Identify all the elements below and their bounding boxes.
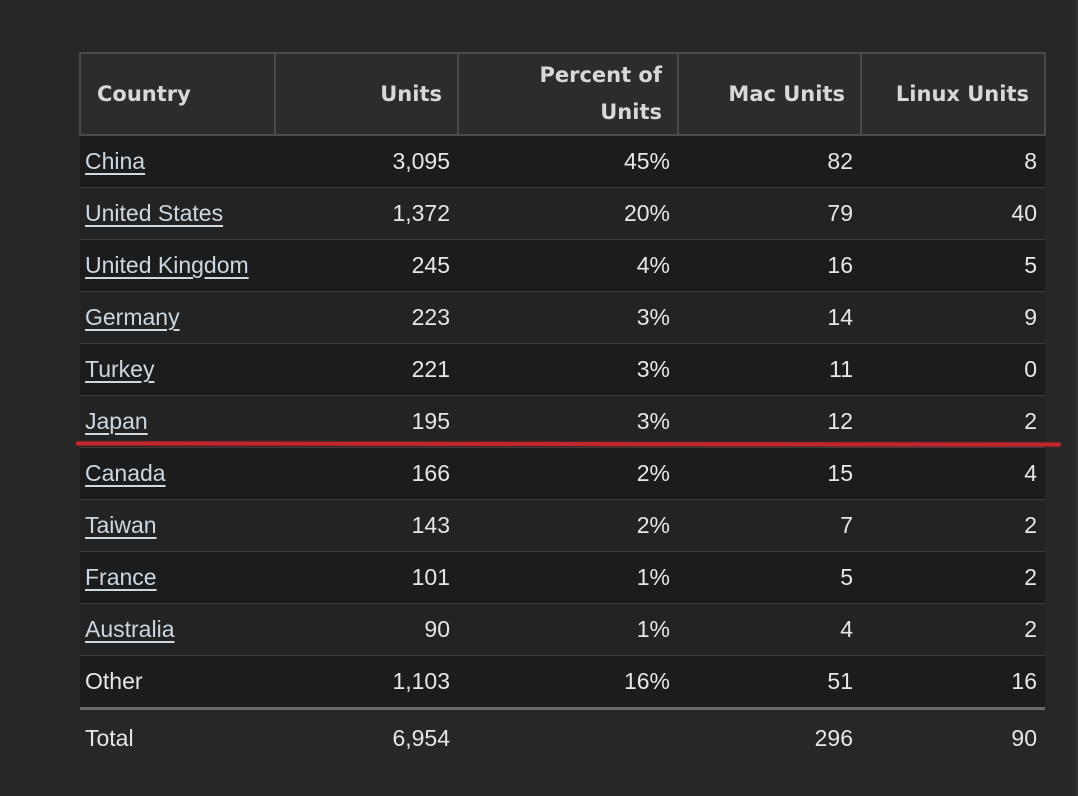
cell-percent-of-units: 3% [458,291,678,344]
table-body: China 3,095 45% 82 8 United States 1,372 20% 79 4… [80,134,1045,709]
country-link[interactable]: France [85,564,157,590]
cell-mac-units: 14 [678,291,861,344]
total-mac-units: 296 [678,707,861,766]
header-percent-of-units[interactable]: Percent of Units [457,52,679,136]
table-row: Germany 223 3% 14 9 [80,291,1045,344]
country-link[interactable]: United Kingdom [85,252,249,278]
cell-units: 195 [275,395,458,448]
table-row: Turkey 221 3% 11 0 [80,343,1045,396]
cell-linux-units: 2 [861,499,1045,552]
country-units-table: Country Units Percent of Units Mac Units… [79,52,1046,766]
cell-linux-units: 2 [861,603,1045,656]
cell-percent-of-units: 2% [458,499,678,552]
cell-percent-of-units: 1% [458,603,678,656]
country-link[interactable]: Australia [85,616,175,642]
cell-mac-units: 51 [678,655,861,709]
cell-percent-of-units: 1% [458,551,678,604]
cell-country: Taiwan [80,499,275,552]
cell-mac-units: 12 [678,395,861,448]
cell-country: Japan [80,395,275,448]
cell-mac-units: 79 [678,187,861,240]
cell-country: United States [80,187,275,240]
cell-units: 245 [275,239,458,292]
table-row: United States 1,372 20% 79 40 [80,187,1045,240]
cell-mac-units: 7 [678,499,861,552]
cell-country: Canada [80,447,275,500]
table-row: Other 1,103 16% 51 16 [80,655,1045,709]
cell-units: 1,103 [275,655,458,709]
cell-units: 1,372 [275,187,458,240]
total-label: Total [80,707,275,766]
cell-linux-units: 9 [861,291,1045,344]
cell-linux-units: 4 [861,447,1045,500]
total-row: Total 6,954 296 90 [80,707,1045,766]
country-link[interactable]: Canada [85,460,166,486]
table-row: United Kingdom 245 4% 16 5 [80,239,1045,292]
cell-linux-units: 16 [861,655,1045,709]
cell-mac-units: 11 [678,343,861,396]
table-footer: Total 6,954 296 90 [80,707,1045,766]
header-country[interactable]: Country [79,52,276,136]
cell-linux-units: 40 [861,187,1045,240]
cell-country: Germany [80,291,275,344]
header-linux-units[interactable]: Linux Units [860,52,1046,136]
cell-linux-units: 2 [861,395,1045,448]
cell-units: 221 [275,343,458,396]
header-mac-units[interactable]: Mac Units [677,52,862,136]
cell-country: China [80,134,275,188]
cell-mac-units: 5 [678,551,861,604]
page-right-edge [1075,0,1078,796]
cell-mac-units: 82 [678,134,861,188]
cell-country: France [80,551,275,604]
cell-percent-of-units: 3% [458,343,678,396]
cell-units: 166 [275,447,458,500]
header-units[interactable]: Units [274,52,459,136]
cell-linux-units: 8 [861,134,1045,188]
cell-percent-of-units: 45% [458,134,678,188]
total-percent [458,707,678,766]
cell-percent-of-units: 16% [458,655,678,709]
table-header: Country Units Percent of Units Mac Units… [79,52,1046,136]
table-row: Japan 195 3% 12 2 [80,395,1045,448]
cell-mac-units: 16 [678,239,861,292]
cell-percent-of-units: 4% [458,239,678,292]
header-row: Country Units Percent of Units Mac Units… [79,52,1046,136]
country-link[interactable]: United States [85,200,224,226]
table-row: Australia 90 1% 4 2 [80,603,1045,656]
cell-country: Australia [80,603,275,656]
cell-units: 143 [275,499,458,552]
cell-units: 101 [275,551,458,604]
country-link[interactable]: Japan [85,408,148,434]
cell-country: United Kingdom [80,239,275,292]
total-linux-units: 90 [861,707,1045,766]
cell-linux-units: 5 [861,239,1045,292]
total-units: 6,954 [275,707,458,766]
country-link[interactable]: Germany [85,304,180,330]
table-row: France 101 1% 5 2 [80,551,1045,604]
table-row: China 3,095 45% 82 8 [80,134,1045,188]
table-row: Taiwan 143 2% 7 2 [80,499,1045,552]
country-link[interactable]: Turkey [85,356,155,382]
cell-country: Turkey [80,343,275,396]
cell-percent-of-units: 2% [458,447,678,500]
cell-units: 3,095 [275,134,458,188]
country-link[interactable]: Taiwan [85,512,157,538]
cell-linux-units: 2 [861,551,1045,604]
country-link[interactable]: China [85,148,146,174]
cell-percent-of-units: 20% [458,187,678,240]
table-row: Canada 166 2% 15 4 [80,447,1045,500]
cell-units: 90 [275,603,458,656]
cell-units: 223 [275,291,458,344]
cell-mac-units: 4 [678,603,861,656]
cell-country: Other [80,655,275,709]
cell-mac-units: 15 [678,447,861,500]
cell-linux-units: 0 [861,343,1045,396]
cell-percent-of-units: 3% [458,395,678,448]
